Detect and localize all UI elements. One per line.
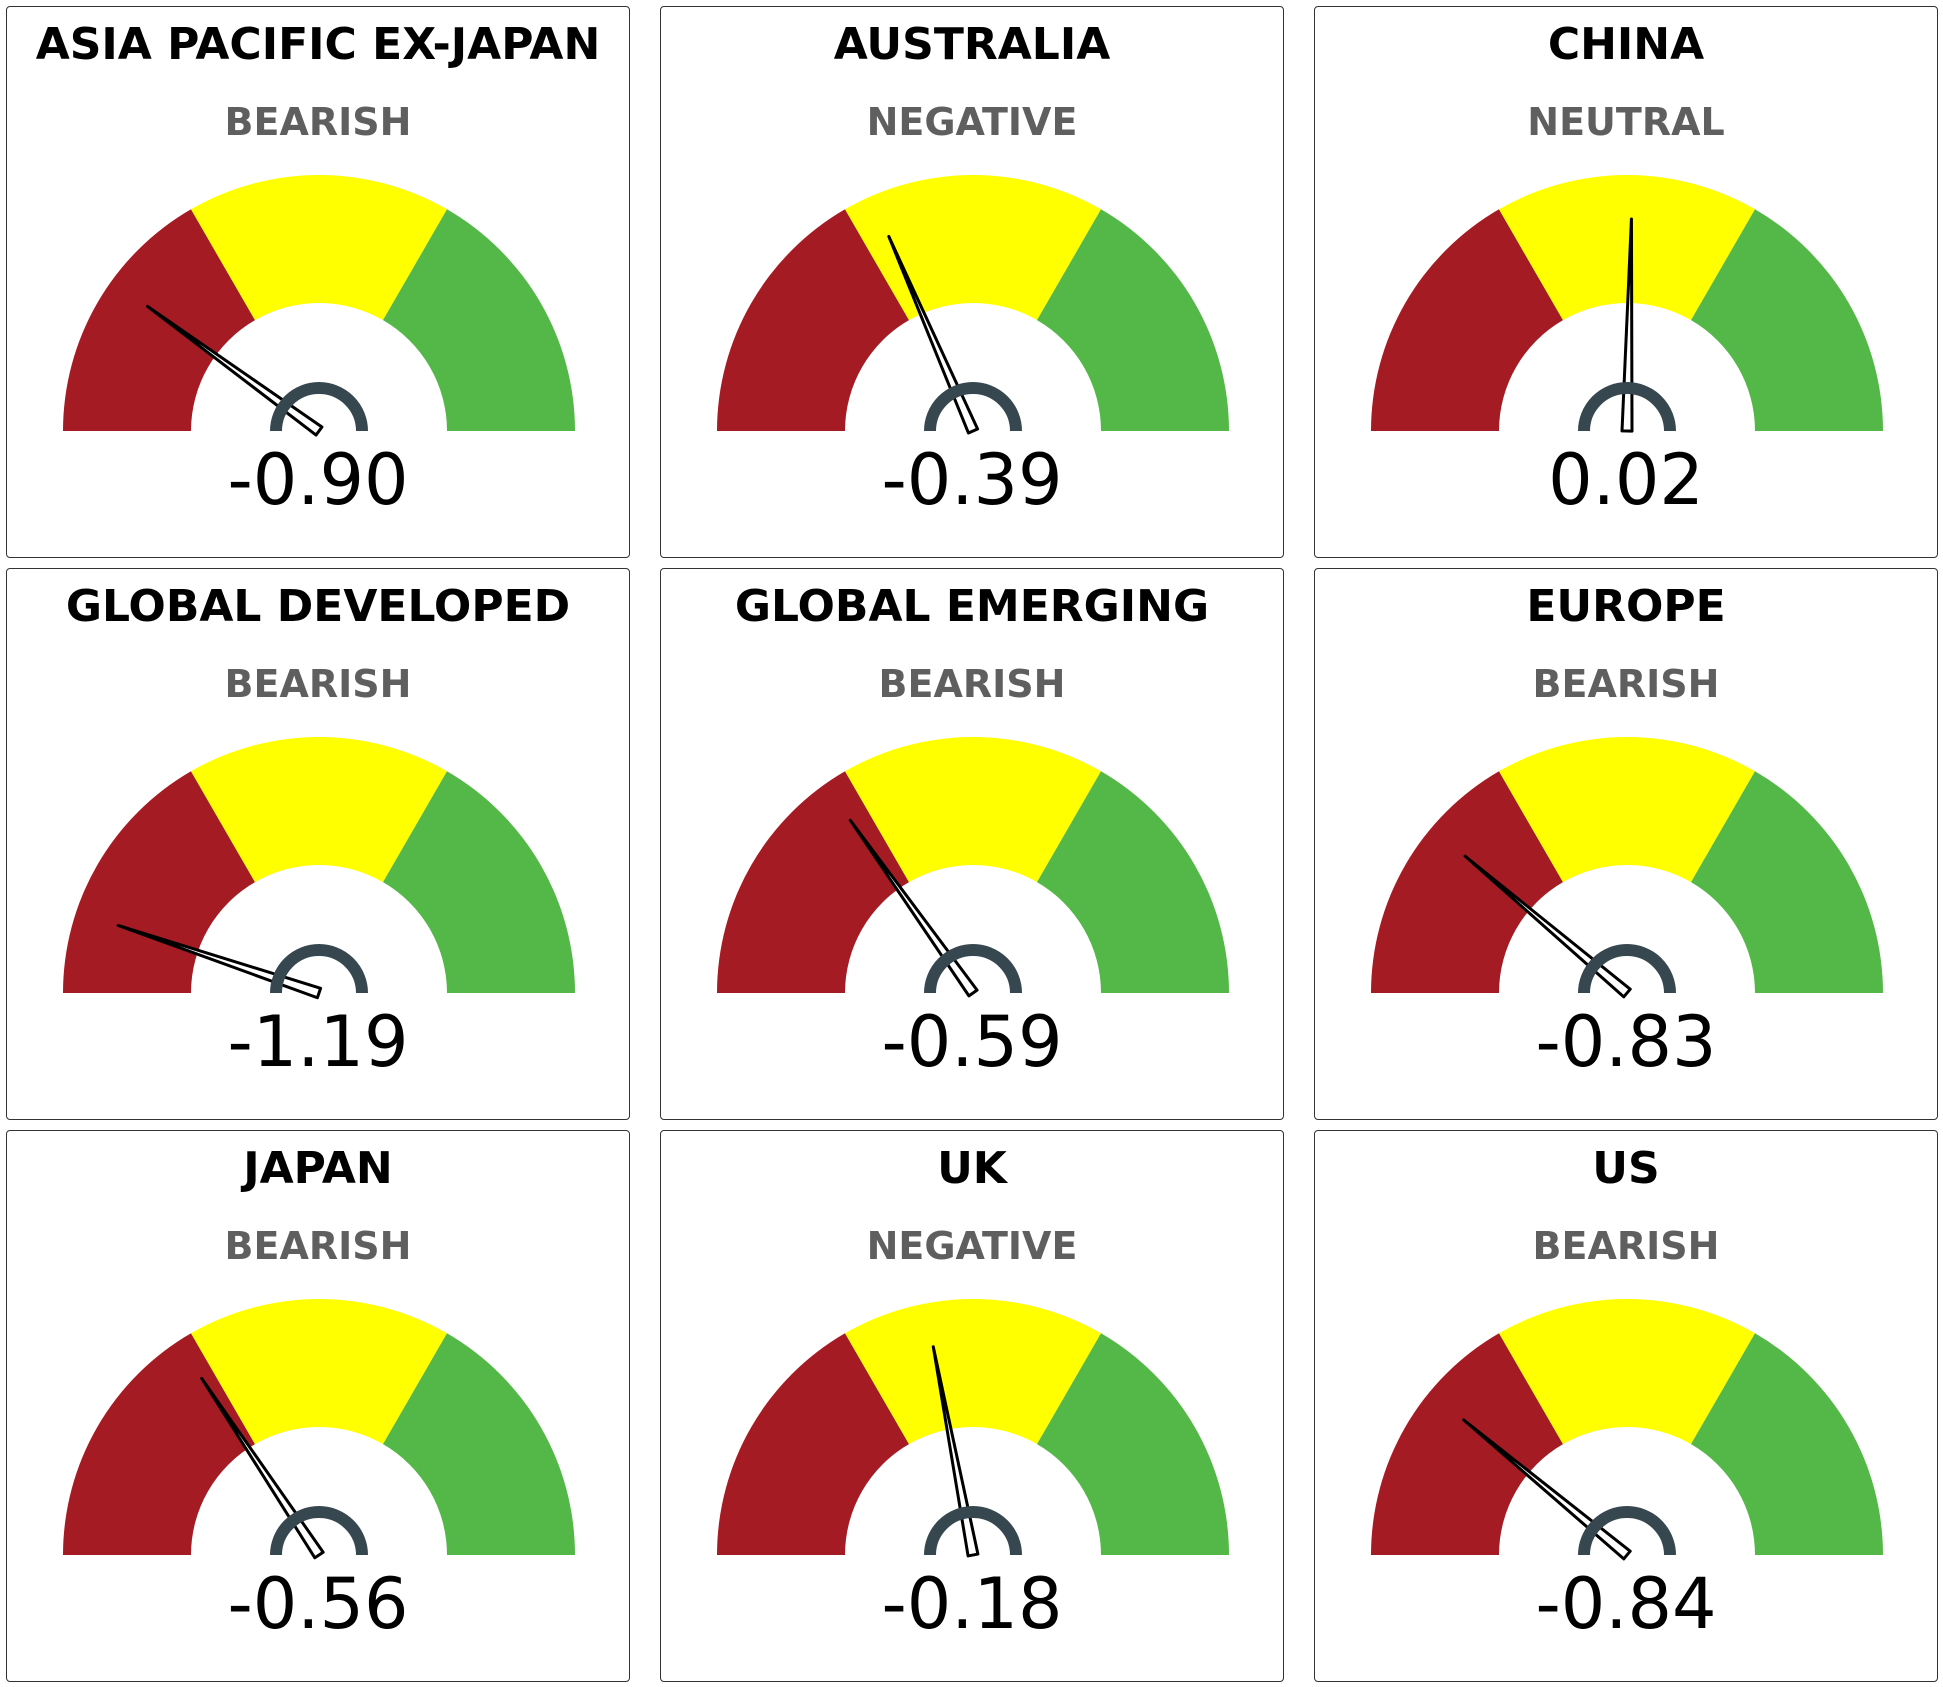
gauge-needle — [1620, 217, 1634, 433]
gauge-needle — [931, 1345, 980, 1558]
gauge-band-neutral — [1499, 174, 1755, 321]
gauge-band-positive — [1691, 209, 1883, 431]
gauge-band-negative — [63, 209, 255, 431]
gauge-panel-australia: AUSTRALIA NEGATIVE -0.39 — [660, 6, 1284, 558]
gauge-title: GLOBAL EMERGING — [734, 581, 1210, 632]
gauge-chart — [63, 1299, 575, 1560]
gauge-band-positive — [383, 771, 575, 993]
gauge-band-positive — [1037, 209, 1229, 431]
gauge-band-neutral — [845, 737, 1101, 883]
gauge-chart — [717, 174, 1229, 435]
gauge-title: US — [1592, 1143, 1660, 1194]
gauge-band-neutral — [191, 737, 447, 883]
gauge-band-negative — [63, 771, 255, 993]
gauge-band-negative — [717, 771, 909, 993]
gauge-hub — [924, 1506, 1022, 1556]
gauge-hub — [270, 944, 368, 994]
gauge-title: AUSTRALIA — [833, 19, 1111, 70]
gauge-band-negative — [1371, 1333, 1563, 1555]
gauge-hub — [270, 382, 368, 432]
gauge-title: ASIA PACIFIC EX-JAPAN — [35, 19, 601, 70]
gauge-band-neutral — [191, 174, 447, 321]
gauge-band-positive — [1691, 1333, 1883, 1555]
gauge-grid: ASIA PACIFIC EX-JAPAN BEARISH -0.90 AUSTRAL… — [6, 6, 1938, 1682]
gauge-status: BEARISH — [224, 1224, 412, 1268]
gauge-status: BEARISH — [1532, 1224, 1720, 1268]
gauge-band-positive — [383, 1333, 575, 1555]
gauge-title: JAPAN — [243, 1143, 393, 1194]
gauge-chart — [1371, 1299, 1883, 1561]
gauge-status: BEARISH — [878, 662, 1066, 706]
gauge-panel-us: US BEARISH -0.84 — [1314, 1130, 1938, 1682]
gauge-title: EUROPE — [1526, 581, 1726, 632]
gauge-status: NEUTRAL — [1527, 100, 1725, 144]
gauge-title: GLOBAL DEVELOPED — [65, 581, 571, 632]
gauge-needle — [1462, 1418, 1632, 1561]
gauge-band-negative — [717, 209, 909, 431]
gauge-chart — [63, 737, 575, 1000]
gauge-chart — [1371, 174, 1883, 433]
gauge-panel-japan: JAPAN BEARISH -0.56 — [6, 1130, 630, 1682]
gauge-status: BEARISH — [224, 100, 412, 144]
gauge-panel-uk: UK NEGATIVE -0.18 — [660, 1130, 1284, 1682]
gauge-value: -0.18 — [881, 1563, 1063, 1645]
gauge-chart — [1371, 737, 1883, 999]
gauge-value: -0.84 — [1535, 1563, 1717, 1645]
gauge-needle — [200, 1376, 325, 1560]
gauge-band-negative — [717, 1333, 909, 1555]
gauge-panel-global-developed: GLOBAL DEVELOPED BEARISH -1.19 — [6, 568, 630, 1120]
gauge-hub — [924, 382, 1022, 432]
gauge-panel-global-emerging: GLOBAL EMERGING BEARISH -0.59 — [660, 568, 1284, 1120]
gauge-value: -0.59 — [881, 1001, 1063, 1083]
gauge-status: NEGATIVE — [866, 100, 1078, 144]
gauge-band-negative — [1371, 209, 1563, 431]
gauge-band-positive — [1037, 1333, 1229, 1555]
gauge-band-positive — [1691, 771, 1883, 993]
gauge-value: -0.39 — [881, 439, 1063, 521]
gauge-needle — [887, 234, 980, 435]
gauge-value: -0.83 — [1535, 1001, 1717, 1083]
gauge-value: 0.02 — [1548, 439, 1704, 521]
gauge-hub — [270, 1506, 368, 1556]
gauge-hub — [1578, 944, 1676, 994]
gauge-band-neutral — [1499, 737, 1755, 883]
gauge-chart — [63, 174, 575, 437]
gauge-needle — [116, 923, 323, 1000]
gauge-panel-europe: EUROPE BEARISH -0.83 — [1314, 568, 1938, 1120]
gauge-status: NEGATIVE — [866, 1224, 1078, 1268]
gauge-value: -1.19 — [227, 1001, 409, 1083]
gauge-chart — [717, 1299, 1229, 1558]
gauge-status: BEARISH — [224, 662, 412, 706]
gauge-band-negative — [1371, 771, 1563, 993]
gauge-needle — [145, 304, 324, 437]
gauge-needle — [848, 818, 979, 998]
gauge-panel-asia-pacific-ex-japan: ASIA PACIFIC EX-JAPAN BEARISH -0.90 — [6, 6, 630, 558]
gauge-title: UK — [937, 1143, 1007, 1194]
gauge-hub — [1578, 382, 1676, 432]
gauge-band-positive — [383, 209, 575, 431]
gauge-value: -0.90 — [227, 439, 409, 521]
gauge-needle — [1463, 854, 1632, 999]
gauge-band-positive — [1037, 771, 1229, 993]
gauge-band-neutral — [191, 1299, 447, 1445]
gauge-title: CHINA — [1547, 19, 1705, 70]
gauge-hub — [1578, 1506, 1676, 1556]
gauge-hub — [924, 944, 1022, 994]
gauge-chart — [717, 737, 1229, 998]
gauge-status: BEARISH — [1532, 662, 1720, 706]
gauge-value: -0.56 — [227, 1563, 409, 1645]
gauge-band-neutral — [845, 1299, 1101, 1445]
gauge-band-neutral — [1499, 1299, 1755, 1445]
gauge-panel-china: CHINA NEUTRAL 0.02 — [1314, 6, 1938, 558]
